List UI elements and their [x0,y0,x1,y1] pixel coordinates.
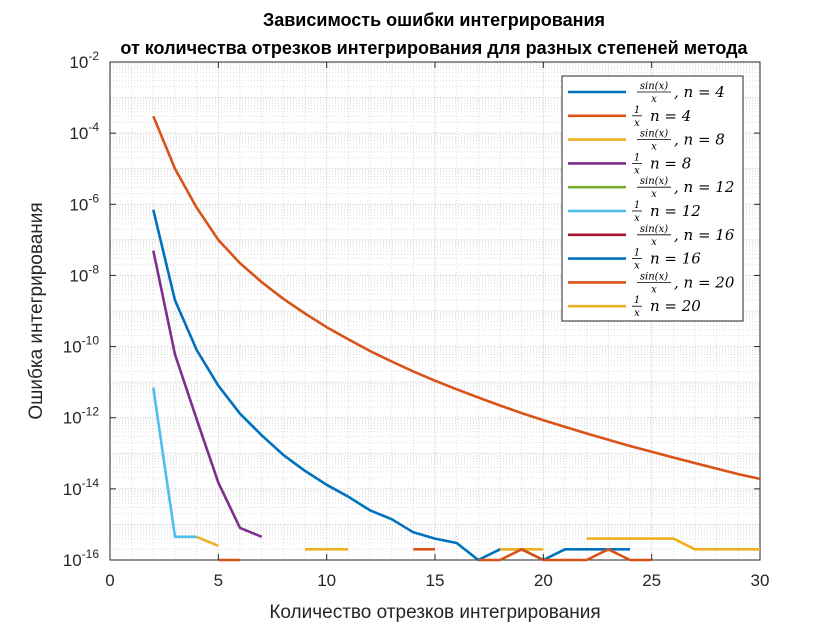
legend-fraction-denominator: x [634,308,640,319]
series-line [152,250,263,539]
legend-label: , n = 8 [674,131,725,149]
legend-fraction-denominator: x [634,261,640,272]
series-line [478,547,652,562]
y-tick-label: 10-2 [69,49,99,72]
legend-item: sin(x) x , n = 20 [568,271,735,295]
series-4 [152,250,263,539]
legend-label: n = 8 [650,154,691,172]
series-layer [152,115,761,562]
series-3 [305,537,760,551]
y-axis-ticks: 10-16 10-14 10-12 10-10 10-8 10-6 10-4 10-2 [63,49,760,570]
series-9 [218,547,652,562]
legend-fraction-numerator: 1 [634,248,640,259]
series-line [152,387,197,539]
legend-fraction-denominator: x [634,118,640,129]
series-10 [196,535,219,547]
x-tick-label: 0 [105,571,114,590]
legend-item: 1 x n = 16 [568,248,701,272]
y-tick-label: 10-12 [63,405,100,428]
legend-fraction-numerator: sin(x) [640,176,668,187]
legend-fraction-numerator: sin(x) [640,224,668,235]
legend-label: n = 4 [650,107,691,125]
legend-label: , n = 4 [674,83,725,101]
y-tick-label: 10-10 [63,334,100,357]
legend-fraction-numerator: 1 [634,152,640,163]
legend-item: sin(x) x , n = 4 [568,81,725,105]
x-axis-label: Количество отрезков интегрирования [269,602,600,623]
y-tick-label: 10-4 [69,120,99,143]
legend-item: 1 x n = 4 [568,105,691,129]
x-tick-label: 5 [214,571,223,590]
series-6 [152,387,197,539]
legend-fraction-numerator: 1 [634,295,640,306]
series-2 [152,115,761,481]
series-line [196,535,219,547]
legend-item: sin(x) x , n = 16 [568,224,735,248]
y-axis-label: Ошибка интегрирования [26,202,47,419]
legend-fraction-numerator: 1 [634,105,640,116]
x-tick-label: 15 [426,571,445,590]
legend-fraction-denominator: x [651,284,657,295]
legend-label: n = 12 [650,202,701,220]
legend-label: , n = 20 [674,273,735,291]
legend-label: , n = 12 [674,178,734,196]
y-tick-label: 10-16 [63,547,100,570]
legend-fraction-numerator: sin(x) [640,81,668,92]
series-line [586,537,760,551]
chart-title-line-1: Зависимость ошибки интегрирования [263,10,605,30]
legend-label: , n = 16 [674,226,735,244]
legend-fraction-denominator: x [651,189,657,200]
legend-label: n = 20 [650,297,701,315]
legend-fraction-numerator: sin(x) [640,271,668,282]
legend-item: 1 x n = 20 [568,295,701,319]
legend-fraction-denominator: x [651,142,657,153]
series-1 [152,209,630,562]
x-tick-label: 10 [317,571,336,590]
x-tick-label: 30 [751,571,770,590]
legend-item: sin(x) x , n = 8 [568,129,725,153]
legend-item: 1 x n = 8 [568,152,691,176]
legend-fraction-numerator: 1 [634,200,640,211]
series-line [152,115,761,481]
legend-fraction-denominator: x [634,213,640,224]
x-tick-label: 25 [642,571,661,590]
legend-fraction-denominator: x [634,165,640,176]
y-tick-label: 10-14 [63,476,100,499]
legend-fraction-numerator: sin(x) [640,129,668,140]
chart-title-line-2: от количества отрезков интегрирования дл… [120,38,748,58]
y-tick-label: 10-8 [69,262,99,285]
grid-major [110,62,760,560]
legend-item: 1 x n = 12 [568,200,701,224]
legend-fraction-denominator: x [651,237,657,248]
legend-fraction-denominator: x [651,94,657,105]
y-tick-label: 10-6 [69,191,99,214]
x-axis-ticks: 0 5 10 15 20 25 30 [105,62,769,590]
series-line [152,209,630,562]
legend-item: sin(x) x , n = 12 [568,176,734,200]
legend-label: n = 16 [650,250,701,268]
x-tick-label: 20 [534,571,553,590]
